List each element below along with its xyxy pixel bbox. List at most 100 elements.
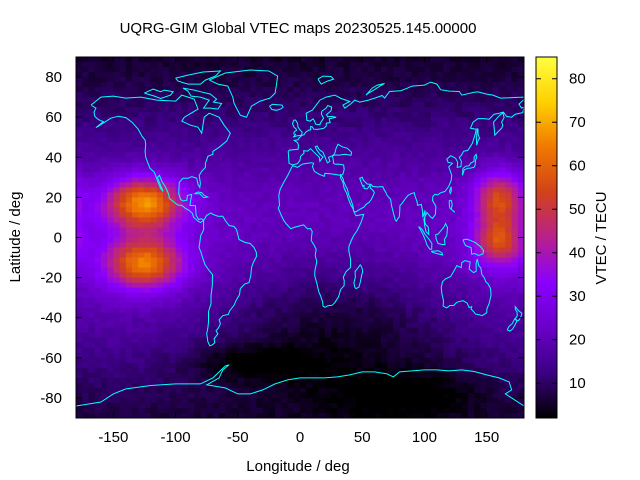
heatmap-cell bbox=[362, 112, 370, 118]
heatmap-cell bbox=[256, 257, 264, 264]
heatmap-cell bbox=[418, 172, 426, 178]
heatmap-cell bbox=[107, 192, 114, 198]
heatmap-cell bbox=[244, 132, 251, 138]
heatmap-cell bbox=[119, 237, 127, 244]
heatmap-cell bbox=[318, 272, 326, 279]
heatmap-cell bbox=[474, 322, 482, 329]
heatmap-cell bbox=[212, 167, 220, 173]
heatmap-cell bbox=[343, 207, 351, 214]
heatmap-cell bbox=[231, 157, 239, 163]
heatmap-cell bbox=[480, 72, 488, 78]
heatmap-cell bbox=[412, 182, 419, 188]
heatmap-cell bbox=[113, 322, 121, 329]
heatmap-cell bbox=[331, 302, 338, 309]
heatmap-cell bbox=[374, 187, 382, 193]
heatmap-cell bbox=[405, 372, 413, 379]
heatmap-cell bbox=[455, 192, 463, 198]
heatmap-cell bbox=[505, 137, 513, 143]
heatmap-cell bbox=[156, 302, 164, 309]
heatmap-cell bbox=[436, 347, 444, 354]
heatmap-cell bbox=[138, 322, 146, 329]
heatmap-cell bbox=[468, 152, 475, 158]
heatmap-cell bbox=[405, 152, 413, 158]
heatmap-cell bbox=[82, 87, 90, 93]
heatmap-cell bbox=[237, 137, 245, 143]
heatmap-cell bbox=[88, 147, 96, 153]
heatmap-cell bbox=[256, 177, 264, 183]
heatmap-cell bbox=[443, 237, 450, 244]
heatmap-cell bbox=[418, 187, 426, 193]
heatmap-cell bbox=[449, 242, 457, 249]
heatmap-cell bbox=[412, 282, 419, 289]
heatmap-cell bbox=[374, 327, 382, 334]
heatmap-cell bbox=[399, 157, 407, 163]
heatmap-cell bbox=[150, 367, 158, 374]
heatmap-cell bbox=[231, 382, 239, 389]
heatmap-cell bbox=[331, 287, 338, 294]
heatmap-cell bbox=[138, 147, 146, 153]
heatmap-cell bbox=[306, 222, 314, 229]
heatmap-cell bbox=[275, 62, 282, 68]
heatmap-cell bbox=[293, 392, 301, 399]
heatmap-cell bbox=[499, 252, 506, 259]
heatmap-cell bbox=[100, 212, 108, 219]
heatmap-cell bbox=[132, 127, 139, 133]
heatmap-cell bbox=[393, 332, 401, 339]
heatmap-cell bbox=[380, 217, 388, 224]
heatmap-cell bbox=[331, 197, 338, 203]
heatmap-cell bbox=[250, 312, 258, 319]
heatmap-cell bbox=[144, 242, 152, 249]
heatmap-cell bbox=[393, 392, 401, 399]
heatmap-cell bbox=[175, 262, 183, 269]
heatmap-cell bbox=[175, 337, 183, 344]
heatmap-cell bbox=[256, 102, 264, 108]
heatmap-cell bbox=[181, 352, 189, 359]
heatmap-cell bbox=[169, 82, 177, 88]
heatmap-cell bbox=[188, 207, 195, 214]
heatmap-cell bbox=[362, 167, 370, 173]
heatmap-cell bbox=[412, 117, 419, 123]
heatmap-cell bbox=[387, 122, 394, 128]
heatmap-cell bbox=[436, 297, 444, 304]
heatmap-cell bbox=[393, 112, 401, 118]
heatmap-cell bbox=[250, 237, 258, 244]
heatmap-cell bbox=[82, 317, 90, 324]
heatmap-cell bbox=[436, 142, 444, 148]
heatmap-cell bbox=[212, 297, 220, 304]
heatmap-cell bbox=[424, 282, 432, 289]
heatmap-cell bbox=[200, 182, 208, 188]
heatmap-cell bbox=[132, 312, 139, 319]
heatmap-cell bbox=[119, 387, 127, 394]
heatmap-cell bbox=[206, 112, 214, 118]
heatmap-cell bbox=[331, 162, 338, 168]
heatmap-cell bbox=[225, 352, 233, 359]
heatmap-cell bbox=[194, 162, 202, 168]
heatmap-cell bbox=[455, 322, 463, 329]
heatmap-cell bbox=[169, 77, 177, 83]
heatmap-cell bbox=[82, 72, 90, 78]
heatmap-cell bbox=[430, 92, 438, 98]
heatmap-cell bbox=[88, 252, 96, 259]
heatmap-cell bbox=[449, 272, 457, 279]
heatmap-cell bbox=[387, 172, 394, 178]
heatmap-cell bbox=[281, 132, 289, 138]
heatmap-cell bbox=[94, 242, 102, 249]
heatmap-cell bbox=[418, 77, 426, 83]
heatmap-cell bbox=[125, 322, 133, 329]
heatmap-cell bbox=[119, 172, 127, 178]
heatmap-cell bbox=[200, 127, 208, 133]
heatmap-cell bbox=[492, 167, 500, 173]
heatmap-cell bbox=[374, 292, 382, 299]
heatmap-cell bbox=[268, 117, 276, 123]
heatmap-cell bbox=[219, 92, 226, 98]
heatmap-cell bbox=[268, 97, 276, 103]
heatmap-cell bbox=[225, 62, 233, 68]
heatmap-cell bbox=[107, 342, 114, 349]
heatmap-cell bbox=[256, 57, 264, 63]
heatmap-cell bbox=[368, 137, 376, 143]
heatmap-cell bbox=[337, 62, 345, 68]
heatmap-cell bbox=[492, 227, 500, 234]
heatmap-cell bbox=[387, 127, 394, 133]
heatmap-cell bbox=[511, 162, 519, 168]
heatmap-cell bbox=[156, 112, 164, 118]
